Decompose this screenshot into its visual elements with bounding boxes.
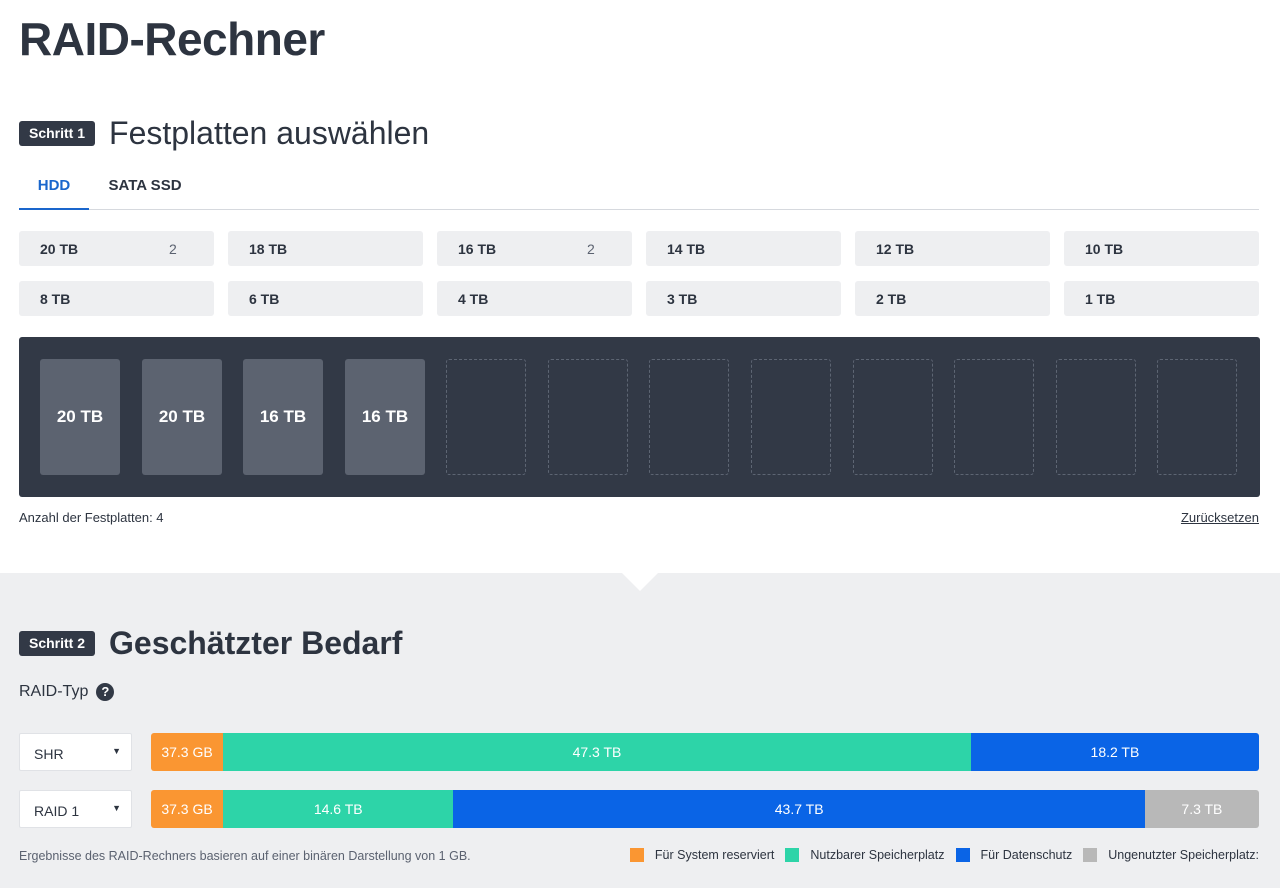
disk-type-tabs: HDD SATA SSD: [19, 170, 1259, 210]
size-button-2tb[interactable]: 2 TB: [855, 281, 1050, 316]
legend-swatch: [955, 848, 970, 862]
size-label: 18 TB: [249, 241, 288, 257]
legend-swatch: [629, 848, 644, 862]
raid-type-value: RAID 1: [34, 803, 80, 819]
size-label: 3 TB: [667, 291, 698, 307]
drive-bay-2[interactable]: 20 TB: [142, 359, 222, 475]
legend-label: Ungenutzter Speicherplatz:: [1108, 848, 1259, 862]
legend-label: Für System reserviert: [654, 848, 775, 862]
capacity-bar-shr: 37.3 GB 47.3 TB 18.2 TB: [151, 733, 1259, 771]
raid-type-label: RAID-Typ ?: [19, 683, 115, 701]
raid-type-value: SHR: [34, 746, 64, 762]
legend-item-system: Für System reserviert: [629, 848, 775, 862]
segment-usable: 14.6 TB: [223, 790, 454, 828]
segment-usable: 47.3 TB: [223, 733, 971, 771]
drive-bay-empty: [1157, 359, 1237, 475]
legend-item-protection: Für Datenschutz: [955, 848, 1073, 862]
size-button-8tb[interactable]: 8 TB: [19, 281, 214, 316]
size-label: 20 TB: [40, 241, 79, 257]
drive-bay-1[interactable]: 20 TB: [40, 359, 120, 475]
estimate-section: [0, 573, 1280, 888]
reset-link[interactable]: Zurücksetzen: [1180, 510, 1259, 525]
size-button-14tb[interactable]: 14 TB: [646, 231, 841, 266]
chevron-down-icon: ▼: [112, 803, 121, 813]
size-label: 4 TB: [458, 291, 489, 307]
size-button-4tb[interactable]: 4 TB: [437, 281, 632, 316]
legend-swatch: [785, 848, 800, 862]
page-title: RAID-Rechner: [19, 13, 325, 65]
drive-bay-empty: [751, 359, 831, 475]
drive-bay-4[interactable]: 16 TB: [345, 359, 425, 475]
size-button-18tb[interactable]: 18 TB: [228, 231, 423, 266]
section-pointer: [622, 573, 658, 591]
disk-count-text: Anzahl der Festplatten: 4: [19, 510, 164, 525]
segment-unused: 7.3 TB: [1144, 790, 1259, 828]
step2-title: Geschätzter Bedarf: [109, 625, 403, 661]
size-button-1tb[interactable]: 1 TB: [1064, 281, 1259, 316]
segment-protection: 18.2 TB: [970, 733, 1259, 771]
size-label: 10 TB: [1085, 241, 1124, 257]
legend-label: Nutzbarer Speicherplatz: [810, 848, 945, 862]
legend-swatch: [1083, 848, 1098, 862]
legend: Für System reserviert Nutzbarer Speicherp…: [619, 848, 1259, 862]
size-label: 8 TB: [40, 291, 71, 307]
size-label: 2 TB: [876, 291, 907, 307]
raid-type-select-2[interactable]: RAID 1 ▼: [19, 790, 132, 828]
size-button-10tb[interactable]: 10 TB: [1064, 231, 1259, 266]
drive-bay-empty: [548, 359, 628, 475]
size-count: 2: [169, 241, 177, 257]
drive-bay-3[interactable]: 16 TB: [243, 359, 323, 475]
legend-label: Für Datenschutz: [980, 848, 1073, 862]
size-label: 1 TB: [1085, 291, 1116, 307]
footnote: Ergebnisse des RAID-Rechners basieren au…: [19, 849, 471, 863]
drive-bay-empty: [853, 359, 933, 475]
size-button-12tb[interactable]: 12 TB: [855, 231, 1050, 266]
size-label: 6 TB: [249, 291, 280, 307]
drive-bay-empty: [446, 359, 526, 475]
size-button-3tb[interactable]: 3 TB: [646, 281, 841, 316]
drive-bay-empty: [1056, 359, 1136, 475]
drive-bay-empty: [649, 359, 729, 475]
segment-protection: 43.7 TB: [453, 790, 1145, 828]
capacity-bar-raid1: 37.3 GB 14.6 TB 43.7 TB 7.3 TB: [151, 790, 1259, 828]
size-button-20tb[interactable]: 20 TB 2: [19, 231, 214, 266]
size-label: 14 TB: [667, 241, 706, 257]
chevron-down-icon: ▼: [112, 746, 121, 756]
legend-item-unused: Ungenutzter Speicherplatz:: [1083, 848, 1259, 862]
step2-badge: Schritt 2: [19, 631, 96, 656]
tab-sata-ssd[interactable]: SATA SSD: [108, 177, 182, 194]
tab-hdd[interactable]: HDD: [19, 170, 89, 210]
segment-system: 37.3 GB: [151, 733, 224, 771]
segment-system: 37.3 GB: [151, 790, 224, 828]
help-icon[interactable]: ?: [96, 683, 115, 701]
raid-type-text: RAID-Typ: [19, 683, 89, 700]
step1-badge: Schritt 1: [19, 121, 96, 146]
drive-bay-empty: [954, 359, 1034, 475]
raid-type-select-1[interactable]: SHR ▼: [19, 733, 132, 771]
step1-title: Festplatten auswählen: [109, 115, 430, 151]
size-button-6tb[interactable]: 6 TB: [228, 281, 423, 316]
drive-bay-panel: 20 TB 20 TB 16 TB 16 TB: [19, 337, 1260, 497]
step2-header: Schritt 2 Geschätzter Bedarf: [19, 625, 402, 662]
size-count: 2: [587, 241, 595, 257]
size-button-16tb[interactable]: 16 TB 2: [437, 231, 632, 266]
size-label: 12 TB: [876, 241, 915, 257]
legend-item-usable: Nutzbarer Speicherplatz: [785, 848, 945, 862]
size-label: 16 TB: [458, 241, 497, 257]
step1-header: Schritt 1 Festplatten auswählen: [19, 115, 429, 152]
